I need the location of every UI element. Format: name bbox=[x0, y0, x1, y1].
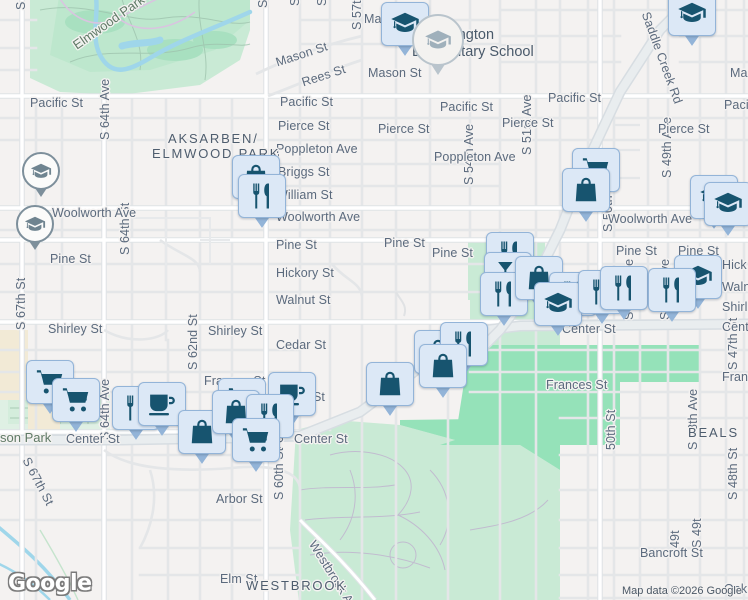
google-logo[interactable]: Google bbox=[8, 571, 92, 596]
restaurant-marker-center-6[interactable] bbox=[648, 268, 696, 322]
restaurant-marker-aksarben[interactable] bbox=[238, 174, 286, 228]
shop-marker-ne[interactable] bbox=[562, 168, 610, 222]
school-marker-east-2[interactable] bbox=[704, 182, 748, 236]
grocery-marker-center-st-2[interactable] bbox=[232, 418, 280, 472]
school-marker-west-upper[interactable] bbox=[22, 152, 60, 198]
map-attribution: Map data ©2026 Google bbox=[621, 585, 742, 597]
shop-marker-cedar-2[interactable] bbox=[419, 344, 467, 398]
grocery-marker-west-2[interactable] bbox=[52, 378, 100, 432]
school-marker-ghost[interactable] bbox=[412, 14, 464, 76]
school-marker-ne[interactable] bbox=[668, 0, 716, 46]
shop-marker-frances[interactable] bbox=[366, 362, 414, 416]
restaurant-marker-center-5[interactable] bbox=[600, 266, 648, 320]
school-marker-center[interactable] bbox=[534, 282, 582, 336]
school-marker-west-lower[interactable] bbox=[16, 205, 54, 251]
